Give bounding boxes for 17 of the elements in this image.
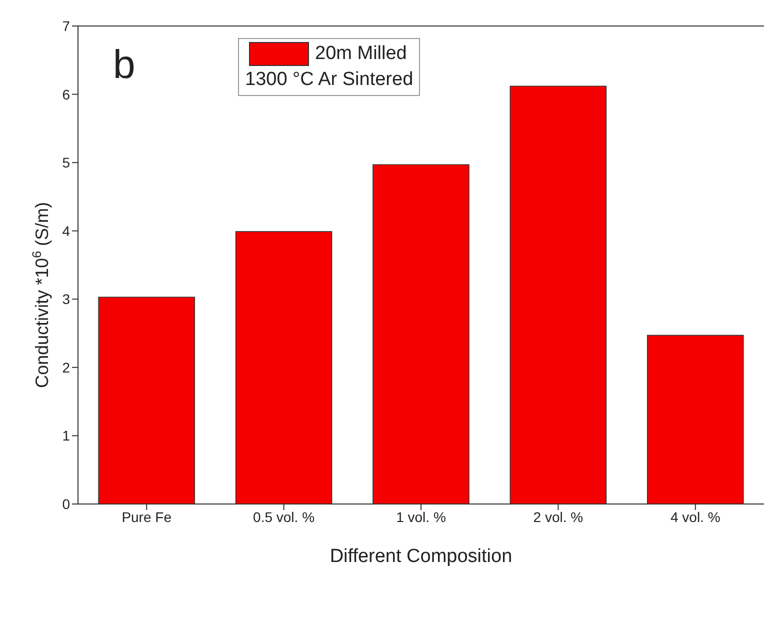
y-tick-label: 6 [62, 86, 70, 102]
y-tick-label: 2 [62, 359, 70, 376]
y-tick-label: 4 [62, 222, 70, 239]
x-tick-label: 2 vol. % [533, 508, 584, 525]
x-tick-label: 4 vol. % [670, 508, 720, 525]
annotation: b [113, 43, 136, 87]
x-tick-label: 0.5 vol. % [253, 508, 315, 525]
annotation: 1300 °C Ar Sintered [245, 68, 414, 92]
y-tick-label: 5 [62, 154, 70, 171]
legend-label: 20m Milled [315, 42, 407, 66]
y-tick-label: 7 [62, 18, 70, 34]
x-tick-label: 1 vol. % [396, 508, 446, 525]
y-tick-label: 3 [62, 291, 70, 308]
y-tick-label: 1 [62, 428, 70, 444]
y-tick-label: 0 [62, 496, 70, 512]
x-axis-title: Different Composition [330, 546, 512, 567]
x-tick-label: Pure Fe [122, 508, 172, 525]
